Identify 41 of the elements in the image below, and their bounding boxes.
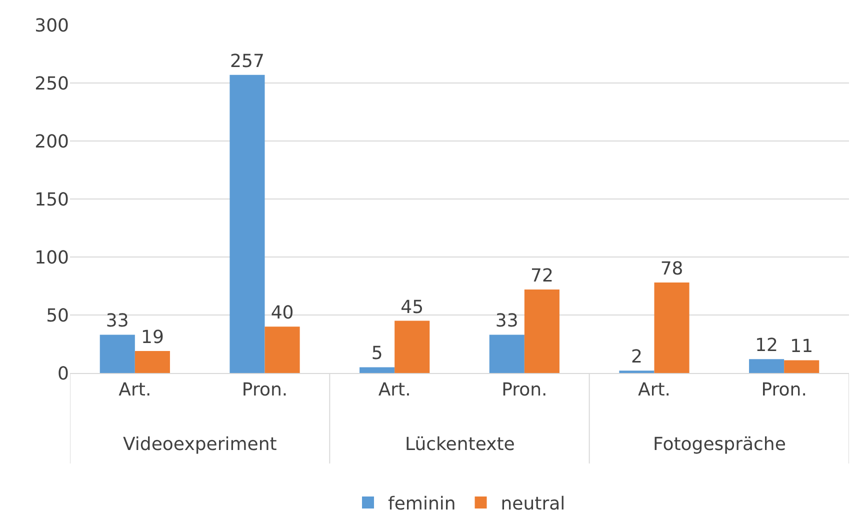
data-label: 257: [230, 50, 264, 72]
text: Fotogespräche: [653, 434, 786, 455]
y-tick-label: 250: [34, 73, 69, 94]
bar: [524, 289, 560, 373]
legend-label: neutral: [500, 494, 566, 515]
y-tick-label: 200: [34, 131, 69, 152]
x-tick-label: Pron.: [242, 380, 288, 401]
bar: [394, 320, 430, 373]
y-tick-label: 150: [34, 189, 69, 210]
data-label: 12: [755, 335, 778, 356]
y-tick-label: 50: [46, 305, 69, 326]
bar: [230, 74, 265, 373]
x-tick-label: Pron.: [761, 380, 807, 401]
x-tick-label: Art.: [638, 380, 670, 401]
data-label: 2: [631, 346, 642, 368]
bar: [489, 334, 524, 373]
bar: [784, 360, 820, 373]
data-label: 5: [371, 343, 383, 364]
data-label: 33: [106, 310, 129, 332]
data-label: 45: [400, 296, 424, 318]
bar: [654, 282, 690, 373]
bar: [100, 334, 135, 373]
data-label: 19: [140, 326, 164, 348]
x-tick-label: Pron.: [502, 380, 548, 401]
text: Lückentexte: [405, 434, 515, 455]
data-label: 72: [530, 265, 554, 286]
data-label: 11: [790, 336, 814, 358]
x-tick-label: Art.: [118, 380, 152, 401]
y-tick-label: 300: [34, 15, 69, 36]
text: Videoexperiment: [123, 434, 277, 455]
data-label: 78: [660, 258, 684, 280]
bar: [134, 350, 170, 373]
x-tick-label: Art.: [378, 380, 411, 401]
bar: [749, 359, 784, 373]
y-tick-label: 100: [34, 247, 69, 268]
bar: [264, 326, 300, 373]
legend-label: feminin: [388, 494, 456, 515]
data-label: 33: [495, 310, 518, 332]
y-tick-label: 0: [58, 363, 69, 384]
bar: [360, 367, 395, 373]
data-label: 40: [270, 302, 294, 324]
